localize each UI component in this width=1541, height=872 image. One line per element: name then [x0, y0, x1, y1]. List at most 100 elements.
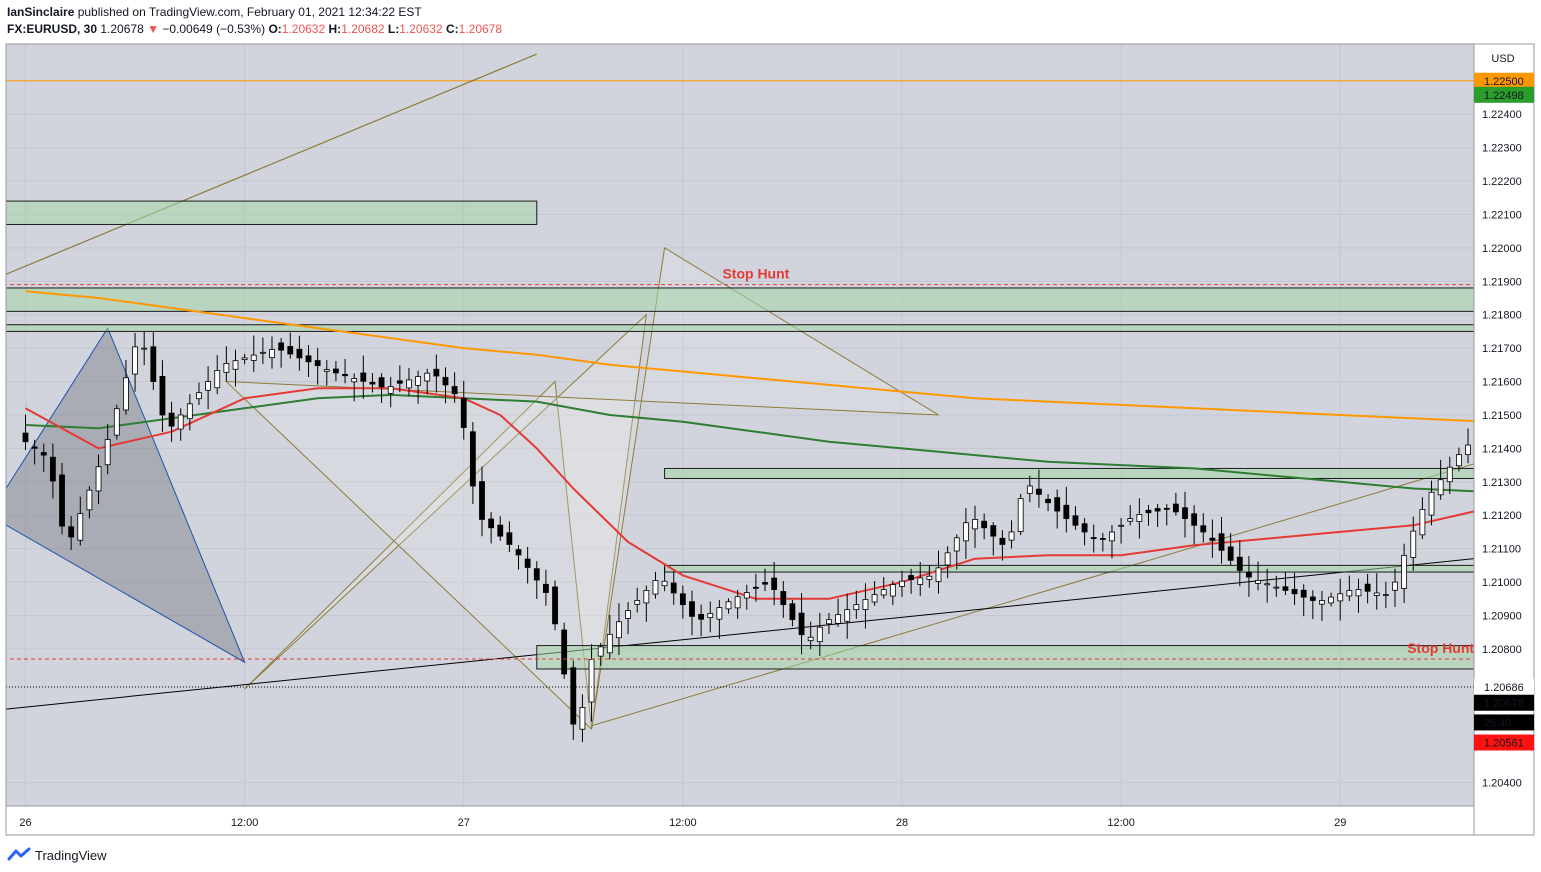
tradingview-footer[interactable]: TradingView: [7, 845, 107, 865]
candle-body-17: [177, 414, 184, 430]
price-tag-bg-3: [1474, 694, 1534, 711]
candle-body-65: [616, 621, 622, 639]
candle-body-80: [753, 586, 759, 589]
candle-body-30: [296, 348, 303, 359]
candle-body-46: [442, 376, 449, 386]
price-tag-text-4: 25:40: [1484, 717, 1512, 729]
candle-body-128: [1191, 513, 1198, 526]
trendline-upper-left: [6, 53, 538, 275]
candle-body-56: [533, 568, 540, 581]
candle-body-59: [561, 629, 568, 675]
y-tick-7: 1.21400: [1482, 443, 1522, 455]
stop-hunt-label-1: Stop Hunt: [1407, 640, 1474, 656]
low-label: L:: [387, 22, 400, 36]
candle-body-68: [643, 590, 650, 604]
candle-body-103: [962, 522, 969, 542]
y-tick-2: 1.20900: [1482, 611, 1522, 623]
y-tick-0: 1.20400: [1482, 778, 1522, 790]
candle-body-150: [1392, 581, 1398, 591]
candle-body-104: [972, 519, 978, 530]
candle-body-37: [360, 372, 367, 382]
sr-zone-3: [664, 467, 1474, 479]
price-axis-unit: USD: [1491, 53, 1514, 65]
high-value: 1.20682: [341, 22, 385, 36]
candle-body-22: [223, 363, 230, 373]
candle-body-102: [953, 537, 960, 552]
candle-body-70: [661, 580, 668, 587]
candle-body-14: [150, 346, 157, 382]
close-value: 1.20678: [458, 22, 503, 36]
sr-zone-5: [536, 645, 1474, 670]
close-label: C:: [445, 22, 459, 36]
candle-body-36: [351, 378, 358, 383]
candle-body-43: [415, 376, 421, 386]
y-tick-8: 1.21500: [1482, 410, 1522, 422]
low-value: 1.20632: [399, 22, 443, 36]
candle-body-0: [22, 432, 29, 443]
candle-body-32: [314, 360, 321, 367]
candle-body-85: [798, 612, 805, 636]
candle-body-110: [1026, 485, 1033, 494]
candle-body-120: [1118, 524, 1124, 527]
candle-body-34: [333, 368, 339, 374]
candle-body-58: [552, 586, 558, 625]
plot-area[interactable]: [0, 53, 1541, 743]
candle-body-149: [1382, 594, 1389, 597]
candle-body-130: [1209, 537, 1216, 541]
candle-body-50: [479, 481, 485, 520]
price-tag-text-2: 1.20686: [1484, 682, 1524, 694]
price-tags: 1.22500 1.22498 1.20686 1.20678 25:40 1.20561: [1474, 72, 1534, 751]
trendline-long-diagonal: [591, 463, 1474, 727]
candle-body-79: [743, 592, 750, 599]
open-label: O:: [268, 22, 282, 36]
candle-body-99: [926, 575, 933, 580]
candle-body-25: [250, 354, 257, 361]
candle-body-131: [1218, 533, 1225, 551]
candle-body-23: [232, 360, 239, 370]
candle-body-122: [1136, 514, 1143, 522]
candle-body-16: [168, 412, 175, 427]
sr-zone-4: [664, 564, 1474, 573]
candle-body-84: [789, 603, 796, 621]
candle-body-1: [31, 446, 38, 449]
y-tick-1: 1.20800: [1482, 644, 1522, 656]
y-tick-5: 1.21200: [1482, 510, 1522, 522]
candle-body-129: [1200, 525, 1207, 533]
candle-body-31: [305, 355, 312, 363]
candle-body-92: [862, 599, 869, 610]
candle-body-44: [424, 372, 431, 382]
x-tick-6: 29: [1334, 817, 1346, 829]
candle-body-57: [543, 583, 549, 593]
down-arrow-icon: ▼: [147, 22, 159, 36]
candle-body-126: [1172, 503, 1179, 513]
candle-body-90: [844, 609, 851, 622]
candle-body-7: [86, 489, 93, 511]
candle-body-140: [1300, 589, 1307, 598]
candle-body-152: [1410, 530, 1417, 558]
x-tick-1: 12:00: [231, 817, 259, 829]
candle-body-39: [378, 377, 385, 388]
publisher-line: IanSinclaire published on TradingView.co…: [7, 5, 422, 19]
plot-background: [6, 44, 1474, 806]
candle-body-74: [698, 613, 705, 620]
candle-body-135: [1255, 580, 1261, 584]
candle-body-86: [807, 636, 814, 642]
price-tag-text-0: 1.22500: [1484, 76, 1524, 88]
price-tag-bg-0: [1474, 72, 1534, 89]
legend-line: FX:EURUSD, 30 1.20678 ▼ −0.00649 (−0.53%…: [7, 22, 502, 36]
price-tag-bg-4: [1474, 714, 1534, 731]
candle-body-142: [1319, 600, 1325, 605]
last-price: 1.20678: [100, 22, 144, 36]
price-tag-text-5: 1.20561: [1484, 738, 1524, 750]
candle-body-143: [1328, 596, 1334, 604]
time-axis-area[interactable]: [5, 805, 1475, 836]
candle-body-116: [1081, 523, 1088, 533]
candle-body-134: [1246, 571, 1252, 578]
sr-zone-2: [6, 324, 1474, 332]
candle-body-2: [40, 452, 47, 456]
candle-body-132: [1227, 546, 1234, 561]
x-tick-2: 27: [458, 817, 470, 829]
candle-body-141: [1309, 596, 1316, 601]
support-trendline: [6, 558, 1474, 710]
